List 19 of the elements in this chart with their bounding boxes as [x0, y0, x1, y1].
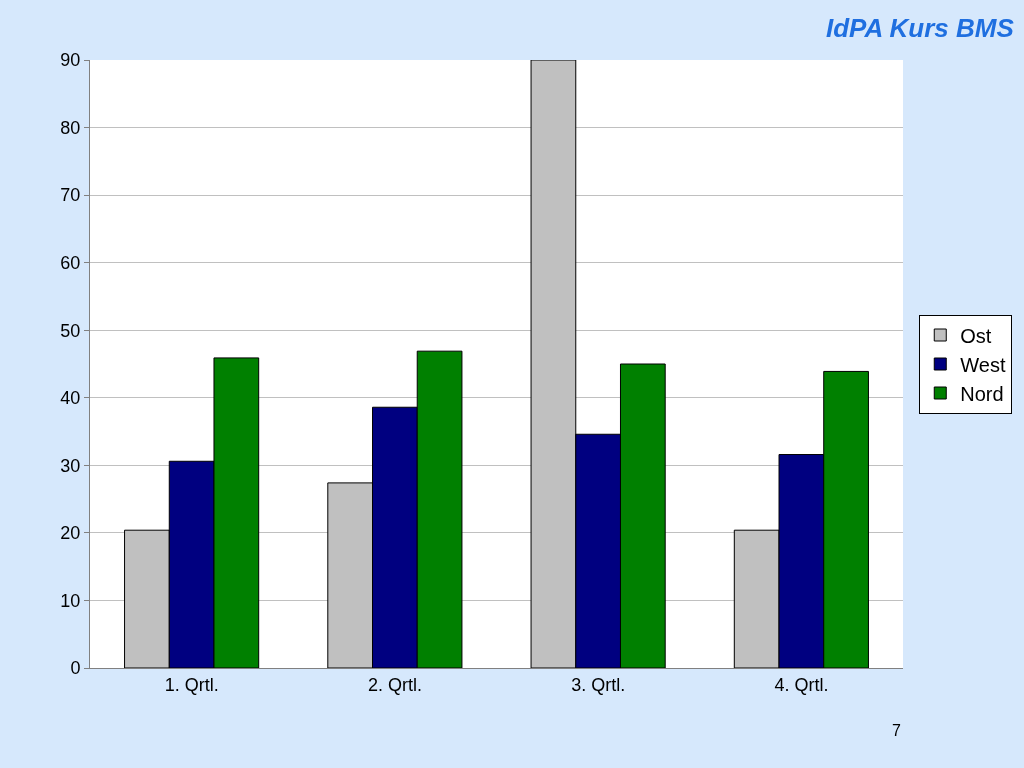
y-tick-label: 30	[60, 455, 81, 476]
text: 7	[892, 722, 901, 739]
y-tick-label: 0	[70, 658, 81, 679]
legend-label: Nord	[960, 382, 1004, 405]
y-tick-label: 70	[60, 185, 81, 206]
x-tick-label: 2. Qrtl.	[367, 674, 422, 695]
y-tick-label: 10	[60, 590, 81, 611]
legend-label: Ost	[960, 324, 992, 347]
y-tick-label: 50	[60, 320, 81, 341]
y-tick-label: 60	[60, 252, 81, 273]
x-tick-label: 3. Qrtl.	[571, 674, 626, 695]
y-tick-label: 40	[60, 388, 81, 409]
chart-title: IdPA Kurs BMS	[825, 13, 1015, 44]
y-tick-label: 80	[60, 117, 81, 138]
x-tick-label: 1. Qrtl.	[164, 674, 219, 695]
y-tick-label: 90	[60, 50, 81, 71]
x-tick-label: 4. Qrtl.	[774, 674, 829, 695]
y-tick-label: 20	[60, 523, 81, 544]
legend-label: West	[960, 353, 1006, 376]
